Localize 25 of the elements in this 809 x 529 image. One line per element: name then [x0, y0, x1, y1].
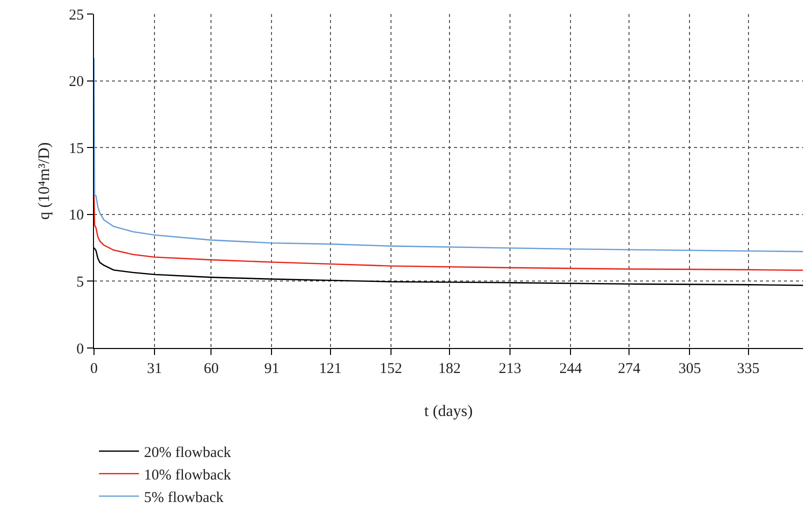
x-tick-label: 60: [204, 361, 219, 378]
x-tick-label: 182: [438, 361, 461, 378]
x-tick-label: 274: [618, 361, 641, 378]
y-tick-label: 25: [68, 7, 84, 24]
x-tick-label: 213: [498, 361, 522, 378]
y-tick-label: 15: [68, 140, 84, 157]
x-axis-title: t (days): [424, 402, 473, 420]
legend-label: 10% flowback: [144, 467, 232, 484]
x-tick-label: 121: [319, 361, 342, 378]
y-tick-label: 20: [68, 74, 84, 90]
y-tick-label: 5: [76, 274, 84, 290]
x-tick-label: 31: [147, 361, 162, 378]
y-axis-title: q (10⁴m³/D): [36, 142, 53, 220]
x-tick-label: 91: [264, 361, 280, 378]
legend-label: 20% flowback: [144, 444, 232, 461]
x-tick-label: 305: [678, 361, 701, 378]
legend-label: 5% flowback: [144, 490, 224, 506]
x-tick-label: 0: [90, 361, 98, 378]
x-tick-label: 152: [380, 361, 402, 378]
y-tick-label: 10: [68, 208, 84, 224]
y-tick-label: 0: [76, 341, 84, 358]
x-tick-label: 335: [737, 361, 760, 378]
line-series: [94, 194, 803, 271]
line-series: [94, 57, 803, 252]
x-tick-label: 244: [559, 361, 582, 378]
